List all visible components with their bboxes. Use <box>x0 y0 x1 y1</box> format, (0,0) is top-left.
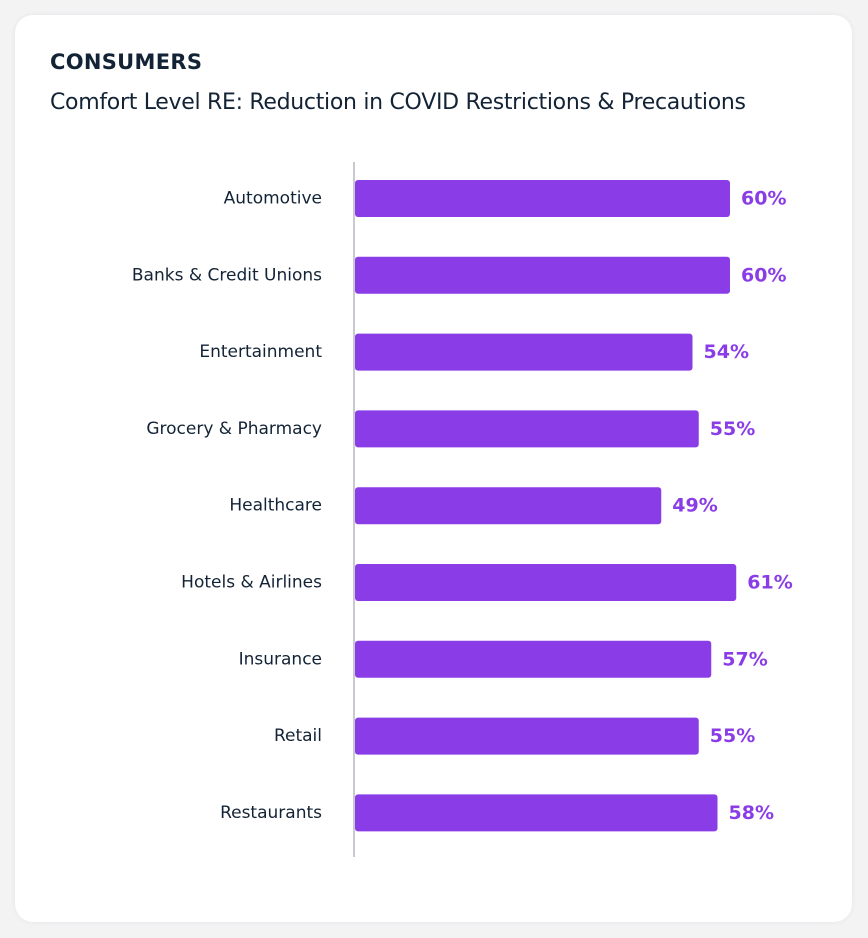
bar <box>355 410 699 448</box>
chart-card <box>15 15 852 922</box>
bar <box>355 564 737 601</box>
bar <box>355 333 693 371</box>
bar <box>355 717 699 755</box>
value-label: 58% <box>729 802 774 824</box>
category-label: Grocery & Pharmacy <box>146 419 322 439</box>
bar <box>355 487 662 525</box>
value-label: 60% <box>741 188 786 210</box>
bar <box>355 180 730 217</box>
bar <box>355 794 718 832</box>
value-label: 61% <box>747 572 792 594</box>
chart-subtitle: Comfort Level RE: Reduction in COVID Res… <box>50 90 746 115</box>
category-label: Insurance <box>239 649 322 669</box>
chart-heading: CONSUMERS <box>50 50 203 74</box>
category-label: Entertainment <box>199 342 322 362</box>
value-label: 49% <box>672 495 717 517</box>
value-label: 54% <box>704 341 749 363</box>
bar <box>355 256 730 294</box>
category-label: Banks & Credit Unions <box>132 265 322 285</box>
category-label: Hotels & Airlines <box>181 573 322 593</box>
category-label: Retail <box>274 726 322 746</box>
category-label: Restaurants <box>220 803 322 823</box>
value-label: 55% <box>710 725 755 747</box>
value-label: 55% <box>710 418 755 440</box>
bar <box>355 640 712 678</box>
category-label: Healthcare <box>229 496 322 516</box>
value-label: 60% <box>741 264 786 286</box>
value-label: 57% <box>722 648 767 670</box>
category-label: Automotive <box>224 189 322 209</box>
